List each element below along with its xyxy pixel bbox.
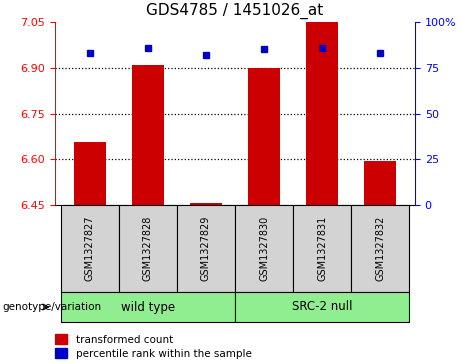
- Text: GSM1327831: GSM1327831: [317, 216, 327, 281]
- Bar: [132, 65, 164, 205]
- Bar: [61, 292, 235, 322]
- Text: GSM1327832: GSM1327832: [375, 216, 385, 281]
- Text: wild type: wild type: [121, 301, 175, 314]
- Text: transformed count: transformed count: [76, 335, 173, 345]
- Bar: [119, 205, 177, 292]
- Text: GSM1327830: GSM1327830: [259, 216, 269, 281]
- Text: GSM1327827: GSM1327827: [85, 216, 95, 281]
- Text: GSM1327829: GSM1327829: [201, 216, 211, 281]
- Bar: [74, 142, 106, 205]
- Bar: [235, 292, 409, 322]
- Bar: [61, 205, 119, 292]
- Bar: [177, 205, 235, 292]
- Text: GSM1327828: GSM1327828: [143, 216, 153, 281]
- Bar: [306, 22, 338, 205]
- Text: SRC-2 null: SRC-2 null: [292, 301, 352, 314]
- Title: GDS4785 / 1451026_at: GDS4785 / 1451026_at: [147, 3, 324, 19]
- Bar: [351, 205, 409, 292]
- Bar: [235, 205, 293, 292]
- Text: percentile rank within the sample: percentile rank within the sample: [76, 349, 252, 359]
- Bar: [190, 204, 222, 205]
- Bar: [364, 161, 396, 205]
- Bar: [293, 205, 351, 292]
- Text: genotype/variation: genotype/variation: [2, 302, 101, 312]
- Bar: [248, 68, 280, 205]
